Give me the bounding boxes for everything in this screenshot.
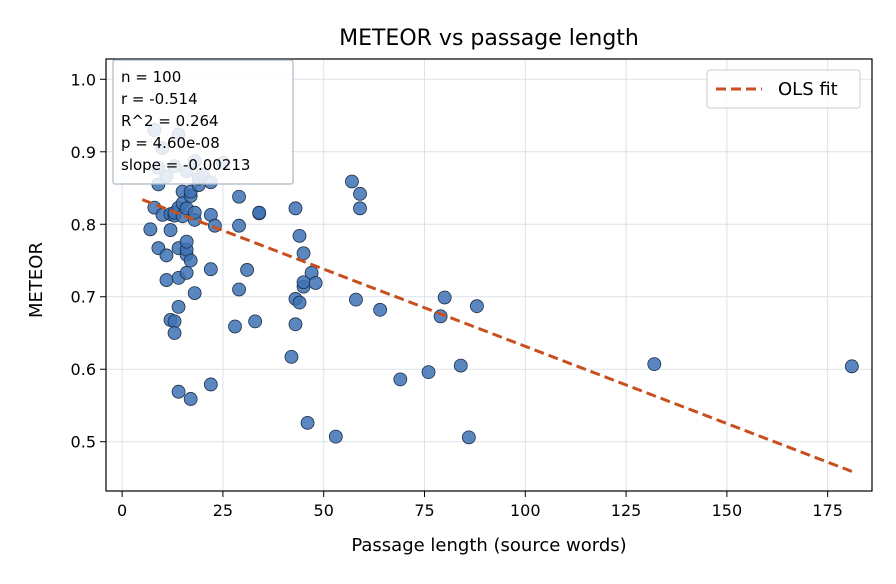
scatter-point bbox=[308, 276, 323, 290]
scatter-point bbox=[203, 262, 218, 277]
fit-line-layer bbox=[141, 198, 853, 473]
scatter-point bbox=[252, 205, 267, 220]
legend-label-ols-fit: OLS fit bbox=[778, 79, 838, 100]
stats-box-frame bbox=[112, 59, 294, 185]
scatter-point bbox=[143, 222, 158, 237]
stat-n: n = 100 bbox=[121, 68, 181, 86]
scatter-point bbox=[844, 359, 859, 374]
scatter-point bbox=[187, 205, 202, 220]
scatter-point bbox=[373, 302, 388, 317]
ols-fit-line bbox=[141, 198, 853, 473]
x-tick-label: 175 bbox=[812, 501, 843, 520]
y-tick-label: 0.6 bbox=[71, 360, 96, 379]
scatter-point bbox=[187, 286, 202, 301]
y-axis-label: METEOR bbox=[26, 242, 47, 318]
x-axis-label: Passage length (source words) bbox=[351, 535, 626, 556]
scatter-point bbox=[248, 314, 263, 329]
scatter-point bbox=[228, 319, 242, 334]
scatter-point bbox=[288, 201, 303, 216]
legend-frame bbox=[706, 69, 861, 109]
scatter-point bbox=[300, 415, 315, 430]
x-tick-label: 100 bbox=[510, 501, 541, 520]
scatter-point bbox=[171, 384, 186, 399]
scatter-point bbox=[167, 314, 182, 329]
scatter-point bbox=[296, 246, 311, 261]
scatter-point bbox=[284, 350, 299, 364]
scatter-point bbox=[328, 429, 343, 444]
scatter-point bbox=[171, 299, 186, 314]
x-tick-label: 75 bbox=[414, 501, 434, 520]
scatter-point bbox=[393, 372, 408, 387]
scatter-point bbox=[159, 273, 174, 287]
scatter-point bbox=[288, 317, 303, 332]
y-tick-label: 0.8 bbox=[71, 215, 96, 234]
scatter-point bbox=[647, 357, 662, 372]
scatter-point bbox=[453, 358, 468, 373]
stat-r2: R^2 = 0.264 bbox=[121, 112, 219, 130]
x-tick-label: 125 bbox=[611, 501, 642, 520]
scatter-point bbox=[179, 265, 194, 280]
legend: OLS fit bbox=[706, 69, 861, 109]
y-tick-label: 0.7 bbox=[71, 288, 96, 307]
x-tick-label: 150 bbox=[712, 501, 743, 520]
scatter-point bbox=[163, 223, 178, 237]
scatter-point bbox=[345, 174, 359, 189]
axes: 0 25 50 75 100 125 150 175 0.5 0.6 0.7 0.8 0.9 1.0 bbox=[71, 58, 873, 520]
stat-p: p = 4.60e-08 bbox=[121, 134, 220, 152]
scatter-point bbox=[159, 248, 174, 263]
scatter-point bbox=[240, 263, 255, 277]
scatter-point bbox=[203, 377, 218, 392]
scatter-point bbox=[232, 282, 246, 297]
scatter-point bbox=[437, 290, 452, 305]
scatter-point bbox=[292, 295, 307, 310]
stats-box: n = 100 r = -0.514 R^2 = 0.264 p = 4.60e… bbox=[112, 59, 294, 185]
scatter-point bbox=[470, 299, 484, 314]
scatter-point bbox=[292, 228, 307, 243]
scatter-point bbox=[353, 201, 367, 216]
x-tick-label: 25 bbox=[213, 501, 233, 520]
plot-frame bbox=[105, 58, 873, 492]
scatter-point bbox=[232, 218, 246, 233]
chart-title: METEOR vs passage length bbox=[339, 26, 639, 51]
scatter-point bbox=[183, 392, 198, 406]
y-tick-label: 0.5 bbox=[71, 433, 96, 452]
scatter-point bbox=[349, 292, 363, 307]
stat-slope: slope = -0.00213 bbox=[121, 156, 250, 174]
scatter-point bbox=[353, 186, 367, 201]
scatter-point bbox=[183, 253, 198, 268]
stat-r: r = -0.514 bbox=[121, 90, 198, 108]
y-tick-label: 1.0 bbox=[71, 70, 96, 89]
scatter-point bbox=[461, 430, 476, 445]
x-tick-label: 0 bbox=[117, 501, 127, 520]
x-tick-label: 50 bbox=[314, 501, 334, 520]
scatter-point bbox=[421, 365, 436, 380]
scatter-point bbox=[167, 326, 182, 340]
y-tick-label: 0.9 bbox=[71, 143, 96, 162]
scatter-point bbox=[232, 189, 246, 204]
scatter-point bbox=[179, 234, 194, 249]
